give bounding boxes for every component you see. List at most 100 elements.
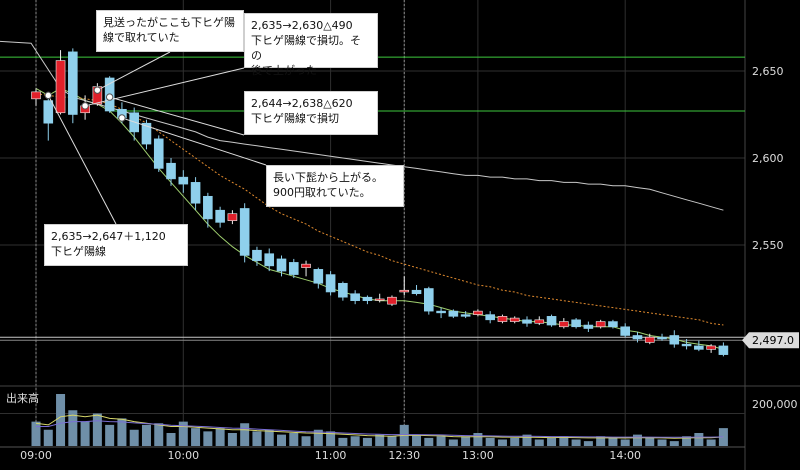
volume-bar <box>620 439 630 446</box>
candle-body <box>681 343 692 347</box>
volume-bar <box>657 439 667 446</box>
candle-body <box>632 335 643 340</box>
annotation-note: 2,635→2,647＋1,120 下ヒゲ陽線 <box>44 224 188 266</box>
volume-moving-average <box>36 420 724 438</box>
volume-bar <box>129 429 139 446</box>
annotation-note: 2,644→2,638△620 下ヒゲ陽線で損切 <box>244 91 378 135</box>
volume-bar <box>583 441 593 446</box>
candle-body <box>68 51 78 115</box>
time-tick-label: 13:00 <box>462 449 494 462</box>
volume-bar <box>436 436 446 446</box>
candle-body <box>153 138 164 169</box>
volume-bar <box>289 433 299 446</box>
candle-body <box>301 263 311 268</box>
volume-bar <box>80 421 90 446</box>
candle-body <box>694 345 704 350</box>
price-tick-label: 2,600 <box>752 152 784 165</box>
candle-body <box>423 288 434 312</box>
volume-bar <box>56 394 66 446</box>
time-tick-label: 14:00 <box>609 449 641 462</box>
volume-bar <box>117 418 127 446</box>
annotation-note: 見送ったがここも下ヒゲ陽 線で取れていた <box>96 10 244 52</box>
annotation-leader <box>109 96 245 136</box>
volume-bar <box>338 437 348 446</box>
price-tick-label: 2,550 <box>752 239 784 252</box>
candle-body <box>239 208 250 256</box>
volume-bar <box>362 437 372 446</box>
candle-body <box>411 289 422 295</box>
time-axis: 09:00 10:00 11:00 12:30 13:00 14:00 <box>20 449 641 462</box>
time-tick-label: 09:00 <box>20 449 52 462</box>
volume-bar <box>485 437 495 446</box>
volume-bar <box>461 436 471 446</box>
entry-marker <box>81 102 89 110</box>
candle-body <box>350 293 360 301</box>
candle-body <box>387 296 397 305</box>
volume-bar <box>473 433 483 446</box>
volume-bar <box>375 434 385 446</box>
candle-body <box>571 319 581 328</box>
candle-body <box>227 213 238 221</box>
candle-body <box>338 282 348 298</box>
candle-body <box>608 321 618 328</box>
volume-bar <box>547 437 557 446</box>
volume-bar <box>141 424 151 446</box>
candle-body <box>583 324 594 329</box>
volume-bar <box>277 434 286 446</box>
volume-bar <box>105 424 115 446</box>
candle-body <box>252 249 262 261</box>
price-axis: 2,650 2,600 2,550 <box>752 65 784 252</box>
entry-markers <box>44 86 126 122</box>
candle-body <box>595 321 606 328</box>
volume-bar <box>596 436 606 446</box>
candle-body <box>436 310 446 314</box>
candle-body <box>276 258 287 272</box>
current-price-label: 2,497.0 <box>752 334 794 347</box>
volume-bar <box>227 433 237 446</box>
current-price-badge-shape <box>742 332 799 349</box>
price-tick-label: 2,650 <box>752 65 784 78</box>
candle-body <box>264 253 275 267</box>
candle-body <box>485 314 495 321</box>
candle-body <box>718 345 729 355</box>
volume-bar <box>448 439 458 446</box>
volume-bar <box>559 436 569 446</box>
candle-body <box>669 335 680 345</box>
volume-bar <box>534 439 544 446</box>
volume-bar <box>497 439 507 446</box>
candle-body <box>534 319 545 324</box>
entry-marker <box>118 114 126 122</box>
candle-body <box>509 317 520 322</box>
candle-body <box>190 182 201 204</box>
volume-bar <box>694 433 704 446</box>
candle-body <box>325 274 336 293</box>
entry-marker <box>44 91 52 100</box>
volume-bar <box>301 436 311 446</box>
candle-body <box>43 100 54 124</box>
candle-body <box>399 289 410 293</box>
annotation-note: 2,635→2,630△490 下ヒゲ陽線で損切。その 後で上がった <box>244 13 378 77</box>
candle-body <box>657 336 667 340</box>
volume-bar <box>632 434 642 446</box>
volume-bar <box>313 429 323 446</box>
volume-bar <box>412 434 422 446</box>
candle-body <box>497 316 508 322</box>
volume-bar <box>682 436 692 446</box>
volume-bar <box>252 431 262 446</box>
annotation-leader <box>97 51 171 91</box>
volume-bar <box>326 431 336 446</box>
candle-body <box>141 122 152 145</box>
candlesticks <box>31 48 729 357</box>
volume-bar <box>154 423 164 446</box>
volume-bar <box>424 437 434 446</box>
volume-bar <box>706 439 716 446</box>
candle-body <box>288 262 299 275</box>
volume-bar <box>350 436 360 446</box>
annotation-note: 長い下髭から上がる。 900円取れていた。 <box>266 165 404 207</box>
volume-bar <box>264 429 274 446</box>
volume-bar <box>191 428 201 446</box>
candle-body <box>55 60 66 114</box>
candle-body <box>620 326 631 336</box>
entry-marker <box>105 93 114 101</box>
volume-bar <box>669 441 679 446</box>
